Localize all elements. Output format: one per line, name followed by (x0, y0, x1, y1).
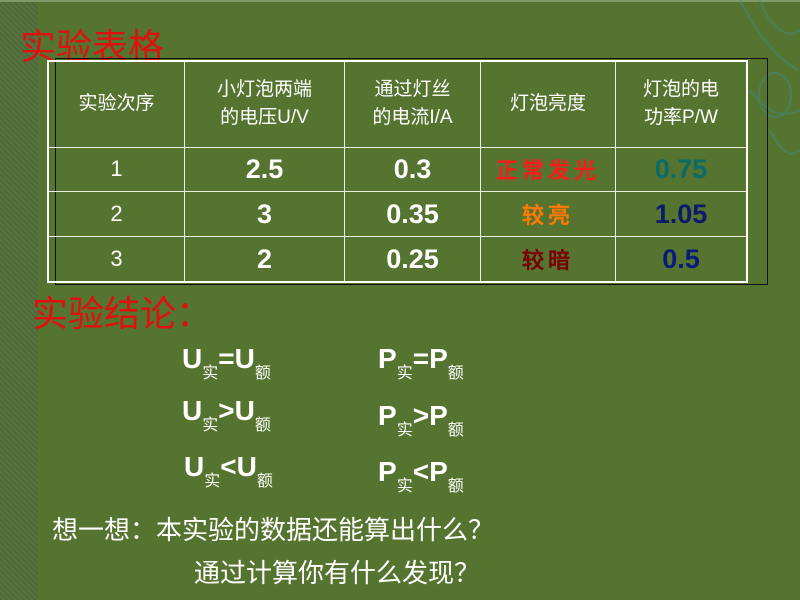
cell-index: 2 (47, 191, 185, 238)
header-text: 功率P/W (644, 107, 718, 129)
header-text: 的电压U/V (220, 107, 309, 129)
cell-voltage: 2.5 (184, 146, 345, 193)
cell-index: 1 (47, 146, 185, 193)
table-header-row: 实验次序 小灯泡两端的电压U/V 通过灯丝的电流I/A 灯泡亮度 灯泡的电功率P… (47, 60, 748, 148)
header-brightness: 灯泡亮度 (480, 60, 616, 148)
conclusion-title: 实验结论： (32, 294, 213, 334)
header-power: 灯泡的电功率P/W (615, 60, 748, 148)
header-text: 通过灯丝 (374, 79, 451, 101)
decorative-left-strip (0, 0, 38, 600)
formula-p-less: P实<P额 (378, 456, 464, 495)
header-index: 实验次序 (47, 60, 185, 148)
header-text: 灯泡的电 (642, 79, 719, 101)
think-question-line2: 通过计算你有什么发现？ (194, 558, 481, 588)
formula-u-equal: U实=U额 (182, 343, 271, 382)
cell-current: 0.25 (344, 236, 481, 283)
table-row: 2 3 0.35 较亮 1.05 (47, 191, 748, 238)
cell-index: 3 (47, 236, 185, 283)
formula-u-greater: U实>U额 (182, 395, 271, 434)
table-row: 1 2.5 0.3 正常发光 0.75 (47, 146, 748, 193)
formula-u-less: U实<U额 (184, 451, 273, 490)
header-text: 灯泡亮度 (509, 93, 586, 115)
cell-current: 0.35 (344, 191, 481, 238)
header-text: 的电流I/A (372, 107, 453, 129)
cell-power: 0.75 (615, 146, 748, 193)
cell-power: 0.5 (615, 236, 748, 283)
experiment-table: 实验次序 小灯泡两端的电压U/V 通过灯丝的电流I/A 灯泡亮度 灯泡的电功率P… (47, 60, 748, 283)
cell-voltage: 3 (184, 191, 345, 238)
cell-brightness: 正常发光 (480, 146, 616, 193)
table-row: 3 2 0.25 较暗 0.5 (47, 236, 748, 283)
cell-voltage: 2 (184, 236, 345, 283)
formula-p-greater: P实>P额 (378, 400, 464, 439)
floral-decoration-icon (739, 0, 800, 155)
cell-brightness: 较暗 (480, 236, 616, 283)
top-border (0, 0, 800, 2)
header-voltage: 小灯泡两端的电压U/V (184, 60, 345, 148)
cell-current: 0.3 (344, 146, 481, 193)
formula-p-equal: P实=P额 (378, 343, 464, 382)
header-text: 实验次序 (78, 93, 155, 115)
think-question-line1: 想一想：本实验的数据还能算出什么？ (52, 515, 495, 545)
cell-brightness: 较亮 (480, 191, 616, 238)
header-text: 小灯泡两端 (216, 79, 312, 101)
header-current: 通过灯丝的电流I/A (344, 60, 481, 148)
cell-power: 1.05 (615, 191, 748, 238)
